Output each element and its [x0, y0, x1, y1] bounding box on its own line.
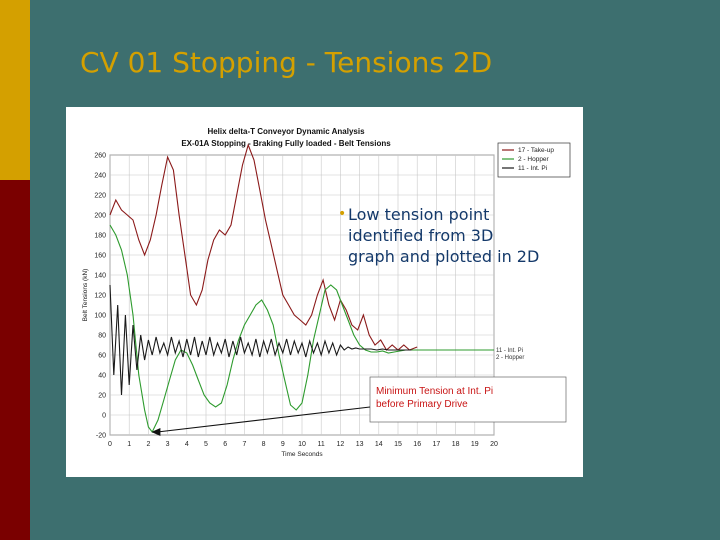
bullet-line-1: Low tension point [348, 205, 490, 224]
x-tick-label-10: 10 [298, 441, 306, 448]
x-tick-label-0: 0 [108, 441, 112, 448]
x-tick-label-2: 2 [146, 441, 150, 448]
series-line-1 [109, 224, 494, 434]
x-tick-label-5: 5 [204, 441, 208, 448]
y-tick-label-0: -20 [96, 433, 106, 440]
x-tick-label-20: 20 [490, 441, 498, 448]
slide-title: CV 01 Stopping - Tensions 2D [80, 46, 493, 79]
legend-box [497, 142, 571, 178]
y-tick-label-11: 200 [94, 213, 106, 220]
y-tick-label-13: 240 [94, 173, 106, 180]
y-tick-label-1: 0 [102, 413, 106, 420]
y-tick-label-9: 160 [94, 253, 106, 260]
y-tick-label-14: 260 [94, 153, 106, 160]
accent-bar-red [0, 180, 30, 540]
x-tick-label-16: 16 [413, 441, 421, 448]
y-tick-label-4: 60 [98, 353, 106, 360]
legend-entry-1: 2 - Hopper [518, 156, 550, 163]
annotation-line-0: Minimum Tension at Int. Pi [376, 386, 493, 397]
end-label-0: 11 - Int. Pi [496, 348, 523, 354]
y-tick-label-6: 100 [94, 313, 106, 320]
x-tick-label-13: 13 [356, 441, 364, 448]
x-tick-label-3: 3 [166, 441, 170, 448]
x-tick-label-18: 18 [452, 441, 460, 448]
x-tick-label-12: 12 [337, 441, 345, 448]
annotation-line-1: before Primary Drive [376, 399, 468, 410]
tension-chart: 0 1 2 3 4 5 6 7 8 9 10 11 12 13 14 15 16 17 18 19 20-2002040… [82, 127, 571, 458]
x-tick-label-7: 7 [242, 441, 246, 448]
y-tick-label-7: 120 [94, 293, 106, 300]
x-tick-label-17: 17 [433, 441, 441, 448]
series-line-2 [109, 284, 412, 396]
annotation-arrow-head [151, 428, 161, 436]
x-tick-label-15: 15 [394, 441, 402, 448]
annotation-arrow-line [157, 406, 371, 433]
chart-frame: 0 1 2 3 4 5 6 7 8 9 10 11 12 13 14 15 16 17 18 19 20 -20 0 20 40… [66, 107, 583, 477]
y-tick-label-10: 180 [94, 233, 106, 240]
legend-entry-2: 11 - Int. Pi [518, 165, 547, 172]
x-axis-label: Time Seconds [281, 451, 323, 458]
bullet-dot-icon: • [338, 206, 347, 222]
x-tick-label-9: 9 [281, 441, 285, 448]
x-tick-label-8: 8 [262, 441, 266, 448]
accent-bar-gold [0, 0, 30, 180]
x-tick-label-14: 14 [375, 441, 383, 448]
y-tick-label-8: 140 [94, 273, 106, 280]
chart-subtitle: EX-01A Stopping - Braking Fully loaded -… [181, 139, 391, 148]
y-tick-label-2: 20 [98, 393, 106, 400]
chart-title: Helix delta-T Conveyor Dynamic Analysis [207, 127, 365, 136]
legend-entry-0: 17 - Take-up [518, 147, 554, 154]
x-tick-label-1: 1 [127, 441, 131, 448]
y-axis-label: Belt Tensions (kN) [82, 269, 89, 322]
x-tick-label-11: 11 [318, 441, 325, 448]
bullet-line-2: identified from 3D [348, 226, 494, 245]
bullet-line-3: graph and plotted in 2D [348, 247, 540, 266]
series-line-0 [109, 143, 418, 351]
annotation-box [369, 376, 567, 423]
end-label-1: 2 - Hopper [496, 355, 524, 361]
x-tick-label-19: 19 [471, 441, 479, 448]
bullet-text: • Low tension point identified from 3D g… [338, 204, 578, 267]
y-tick-label-12: 220 [94, 193, 106, 200]
y-tick-label-3: 40 [98, 373, 106, 380]
x-tick-label-6: 6 [223, 441, 227, 448]
x-tick-label-4: 4 [185, 441, 189, 448]
y-tick-label-5: 80 [98, 333, 106, 340]
